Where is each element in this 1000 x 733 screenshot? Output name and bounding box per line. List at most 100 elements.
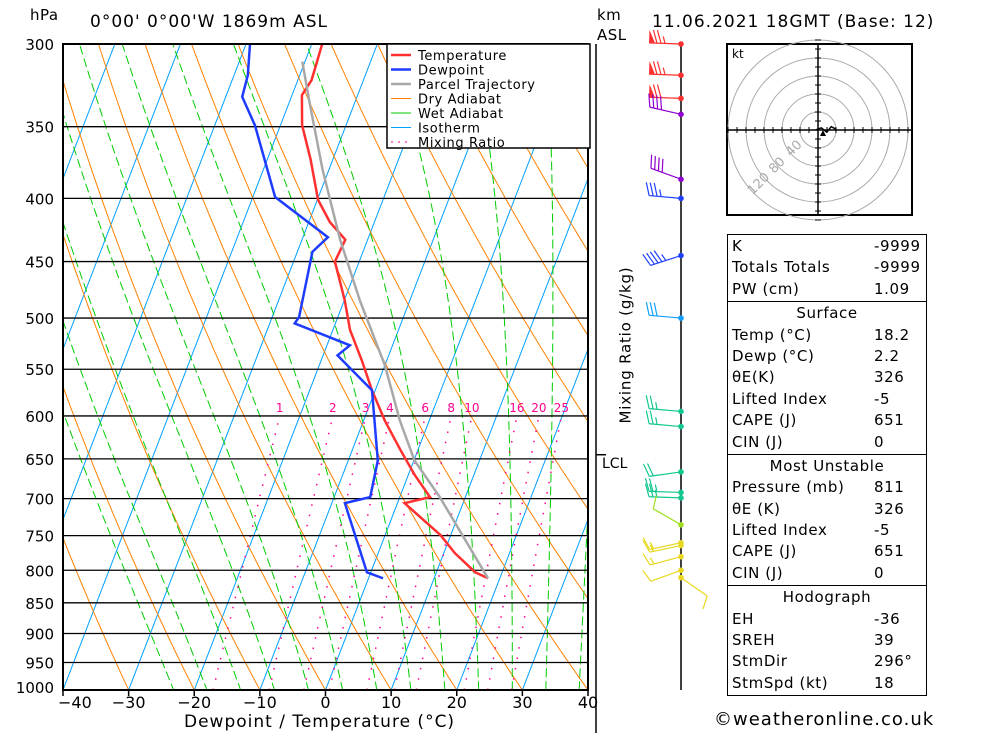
legend-label: Dry Adiabat: [418, 93, 502, 108]
index-row: θE (K) 326: [728, 499, 926, 520]
index-label: SREH: [732, 631, 776, 650]
y-tick-label: 500: [25, 310, 54, 328]
wind-barb: [642, 463, 684, 477]
wind-barb: [648, 61, 684, 79]
mixing-ratio-label: 6: [421, 401, 429, 415]
barb-staff: [649, 106, 682, 115]
legend-box: [386, 43, 591, 149]
barb-full: [652, 94, 655, 109]
isotherm-line: [456, 347, 588, 690]
index-label: StmSpd (kt): [732, 673, 829, 692]
wind-barb: [678, 574, 708, 610]
mixing-ratio-line: [366, 415, 426, 690]
isotherm-line: [63, 44, 247, 521]
x-tick-label: 40: [578, 693, 598, 712]
barb-full: [656, 61, 662, 75]
barb-half: [662, 67, 666, 75]
mixing-ratio-label: 10: [464, 401, 479, 415]
index-label: CAPE (J): [732, 411, 797, 430]
x-tick-label: −40: [58, 693, 92, 712]
barb-full: [642, 463, 650, 477]
barb-full: [649, 410, 654, 425]
barb-half: [649, 557, 655, 565]
wind-barb: [642, 250, 684, 267]
barb-full: [659, 96, 663, 110]
index-value: 1.09: [874, 279, 910, 298]
x-tick-label: 20: [447, 693, 467, 712]
wet-adiabat-line: [545, 44, 554, 690]
copyright-footer[interactable]: ©weatheronline.co.uk: [714, 709, 935, 730]
y-tick-label: 300: [25, 36, 54, 54]
wind-barb: [645, 410, 684, 430]
isotherm-line: [128, 44, 378, 690]
index-row: CIN (J) 0: [728, 432, 926, 453]
index-label: Totals Totals: [732, 258, 831, 277]
index-value: 651: [874, 411, 905, 430]
index-label: CIN (J): [732, 432, 784, 451]
hodograph-trace: [815, 125, 836, 134]
barb-half: [654, 484, 658, 492]
isotherm-line: [0, 0, 21, 716]
barb-full: [642, 570, 652, 582]
dry-adiabat-line: [470, 44, 588, 253]
barb-pennant: [649, 84, 656, 98]
wind-barb: [648, 93, 684, 118]
index-row: θE(K) 326: [728, 367, 926, 388]
x-tick-label: −30: [112, 693, 146, 712]
wind-barb: [642, 540, 684, 553]
hodograph-section: Hodograph EH -36 SREH 39 StmDir 296° StmSpd (k…: [727, 586, 927, 697]
index-value: 18.2: [874, 325, 910, 344]
barb-station-dot: [678, 72, 684, 79]
mixing-ratio-line: [393, 415, 452, 690]
wind-barbs: [642, 29, 708, 690]
barb-full: [648, 478, 654, 492]
index-label: EH: [732, 609, 754, 628]
barb-staff: [649, 542, 682, 550]
index-value: 0: [874, 432, 885, 451]
mixing-ratio-label: 16: [509, 401, 524, 415]
barb-half: [661, 254, 667, 261]
index-value: 0: [874, 563, 885, 582]
isotherm-line: [63, 44, 181, 351]
legend-label: Parcel Trajectory: [418, 78, 536, 93]
parcel-trajectory-line: [301, 61, 490, 579]
barb-station-dot: [678, 111, 684, 118]
legend-label: Mixing Ratio: [418, 136, 505, 151]
mixing-ratio-line: [268, 415, 334, 690]
barb-full: [653, 302, 658, 317]
mixing-ratio-axis-label: Mixing Ratio (g/kg): [616, 266, 635, 424]
lcl-label: LCL: [602, 456, 628, 472]
most-unstable-section: Most Unstable Pressure (mb) 811 θE (K) 326 L…: [727, 454, 927, 587]
y-tick-label: 700: [25, 491, 54, 509]
barb-full: [656, 84, 662, 98]
index-label: CAPE (J): [732, 542, 797, 561]
barb-staff: [649, 544, 682, 553]
barb-station-dot: [678, 408, 684, 415]
wind-barb: [645, 301, 684, 321]
index-row-totals: Totals Totals -9999: [728, 257, 926, 278]
index-row-pw: PW (cm) 1.09: [728, 279, 926, 300]
x-tick-label: 30: [512, 693, 532, 712]
barb-station-dot: [678, 95, 684, 102]
dry-adiabat-line: [63, 78, 327, 690]
barb-station-dot: [678, 574, 684, 581]
hodograph-unit-label: kt: [732, 47, 744, 61]
wind-barb: [648, 29, 684, 47]
index-row: SREH 39: [728, 630, 926, 651]
barb-station-dot: [678, 542, 684, 549]
barb-full: [648, 483, 654, 498]
index-value: 326: [874, 368, 905, 387]
storm-motion-marker: [820, 130, 826, 136]
index-value: 18: [874, 673, 895, 692]
barb-staff: [649, 408, 682, 413]
wind-barb: [644, 478, 684, 496]
index-row: CAPE (J) 651: [728, 410, 926, 431]
y-tick-label: 650: [25, 451, 54, 469]
barb-full: [642, 537, 651, 550]
barb-full: [644, 478, 650, 492]
barb-station-dot: [678, 469, 684, 475]
x-axis-label: Dewpoint / Temperature (°C): [184, 712, 456, 732]
barb-full: [656, 95, 659, 109]
